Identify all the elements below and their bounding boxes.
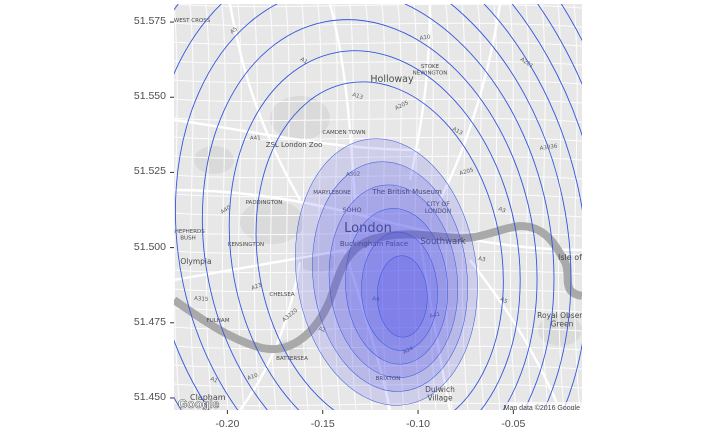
- label-buckingham-palace: Buckingham Palace: [340, 240, 408, 248]
- x-tick-label: -0.20: [215, 418, 240, 430]
- y-tick-label: 51.525: [133, 165, 166, 178]
- label-kensington: KENSINGTON: [228, 242, 264, 248]
- road-label: A205: [394, 100, 410, 112]
- x-tick-label: -0.05: [501, 418, 526, 430]
- density-contour-line: [174, 4, 582, 410]
- road-label: A5: [229, 26, 239, 36]
- x-axis-ticks: [226, 410, 514, 414]
- label-clapham: Clapham: [190, 393, 226, 402]
- label-london: London: [344, 221, 392, 236]
- density-fill-level: [328, 184, 459, 379]
- y-tick-label: 51.450: [133, 390, 166, 403]
- label-chelsea: CHELSEA: [269, 292, 294, 298]
- density-contour-line: [201, 19, 538, 410]
- label-battersea: BATTERSEA: [276, 356, 308, 362]
- label-camden-town: CAMDEN TOWN: [322, 130, 365, 136]
- x-tick-label: -0.10: [406, 418, 430, 430]
- map-attribution: Map data ©2016 Google: [504, 404, 580, 412]
- road-label: A10: [419, 34, 431, 42]
- x-tick-label: -0.15: [310, 418, 335, 430]
- label-soho: SOHO: [342, 206, 361, 214]
- label-marylebone: MARYLEBONE: [313, 190, 351, 196]
- road-label: A40: [220, 205, 233, 216]
- road-label: A41: [250, 135, 261, 142]
- label-holloway: Holloway: [370, 74, 414, 85]
- label-british-museum: The British Museum: [371, 188, 442, 196]
- road-label: A4: [372, 296, 381, 303]
- y-tick-label: 51.550: [133, 90, 166, 103]
- road-label: A315: [194, 296, 209, 303]
- density-contour-line: [228, 50, 521, 410]
- label-london-zoo: ZSL London Zoo: [266, 141, 323, 149]
- label-shepherds-bush: SHEPHERDS BUSH: [171, 229, 205, 242]
- label-olympia: Olympia: [180, 257, 211, 266]
- label-royal-observatory: Royal Observ Green: [537, 311, 587, 329]
- label-brixton: BRIXTON: [376, 376, 401, 382]
- road-label: A10: [247, 372, 260, 381]
- road-label: A3: [478, 256, 487, 263]
- label-fulham: FULHAM: [207, 318, 230, 324]
- density-contour-line: [174, 4, 555, 410]
- map-labels-multiline: Dulwich Village Royal Observ Green CITY OF LO…: [171, 64, 587, 403]
- road-label: A3: [497, 206, 506, 214]
- road-label: A302: [346, 172, 360, 178]
- density-contour-line: [255, 81, 504, 410]
- density-contour-line: [174, 4, 572, 410]
- thames-river: [174, 222, 582, 354]
- road-label: A24: [402, 345, 415, 355]
- road-label: A3036: [539, 143, 558, 151]
- density-fill-level: [295, 138, 478, 406]
- label-west-cross: WEST CROSS: [174, 18, 211, 24]
- road-label: A5: [499, 297, 509, 306]
- density-fills: [295, 138, 478, 406]
- road-label: A205: [459, 167, 475, 177]
- google-logo: Google: [178, 397, 220, 411]
- y-tick-label: 51.500: [133, 240, 166, 253]
- y-tick-label: 51.575: [133, 15, 166, 28]
- road-label: A13: [451, 126, 464, 137]
- road-label: A13: [351, 92, 364, 101]
- label-city-of-london: CITY OF LONDON: [425, 201, 451, 215]
- road-label: A1: [299, 57, 308, 66]
- road-labels-layer: A5A41A1A10A13A205A3A23A2A24A4A40A315A322…: [194, 26, 559, 385]
- major-roads-layer: [174, 4, 582, 410]
- y-tick-label: 51.475: [133, 315, 166, 328]
- density-fill-level: [361, 231, 438, 351]
- y-axis-ticks: [170, 21, 174, 399]
- label-stoke-newington: STOKE NEWINGTON: [413, 64, 448, 77]
- label-paddington: PADDINGTON: [246, 200, 283, 206]
- density-fill-level: [376, 255, 428, 338]
- attribution-bg: [506, 402, 582, 410]
- density-fill-level: [345, 208, 449, 365]
- road-label: A2: [317, 326, 326, 334]
- road-label: A1: [209, 376, 218, 384]
- label-southwark: Southwark: [420, 237, 465, 247]
- road-label: A23: [251, 282, 264, 292]
- label-dulwich-village: Dulwich Village: [425, 385, 455, 403]
- density-fill-level: [312, 161, 468, 392]
